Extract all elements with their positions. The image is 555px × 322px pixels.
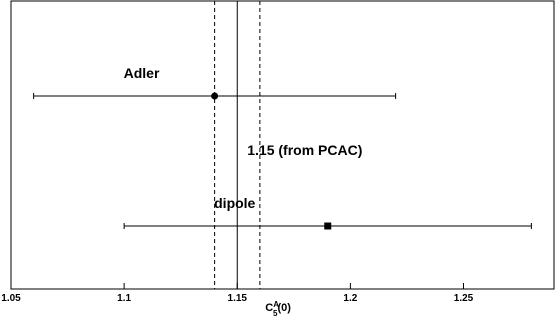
x-axis-title: CA 5(0) — [265, 300, 291, 318]
x-tick-label: 1.15 — [228, 293, 248, 304]
data-point-square — [324, 222, 332, 230]
data-point-circle — [211, 92, 219, 100]
series-adler: Adler — [33, 65, 397, 100]
x-axis-title-base: C — [265, 302, 273, 314]
x-tick-label: 1.25 — [454, 293, 474, 304]
x-axis-title-subscript: 5 — [273, 309, 278, 318]
series-dipole: dipole — [123, 195, 532, 230]
x-axis-ticks: 1.05 1.1 1.15 1.2 1.25 — [1, 283, 474, 304]
series-label-adler: Adler — [124, 65, 160, 81]
x-axis-title-superscript: A — [273, 300, 279, 309]
reference-annotation: 1.15 (from PCAC) — [247, 142, 362, 158]
x-tick-label: 1.1 — [117, 293, 131, 304]
reference-lines — [214, 1, 261, 289]
x-tick-label: 1.2 — [343, 293, 357, 304]
x-tick-label: 1.05 — [1, 293, 21, 304]
plot-frame — [10, 0, 555, 290]
x-axis-title-suffix: (0) — [277, 302, 291, 314]
data-series: Adler dipole — [33, 65, 532, 230]
series-label-dipole: dipole — [214, 195, 255, 211]
